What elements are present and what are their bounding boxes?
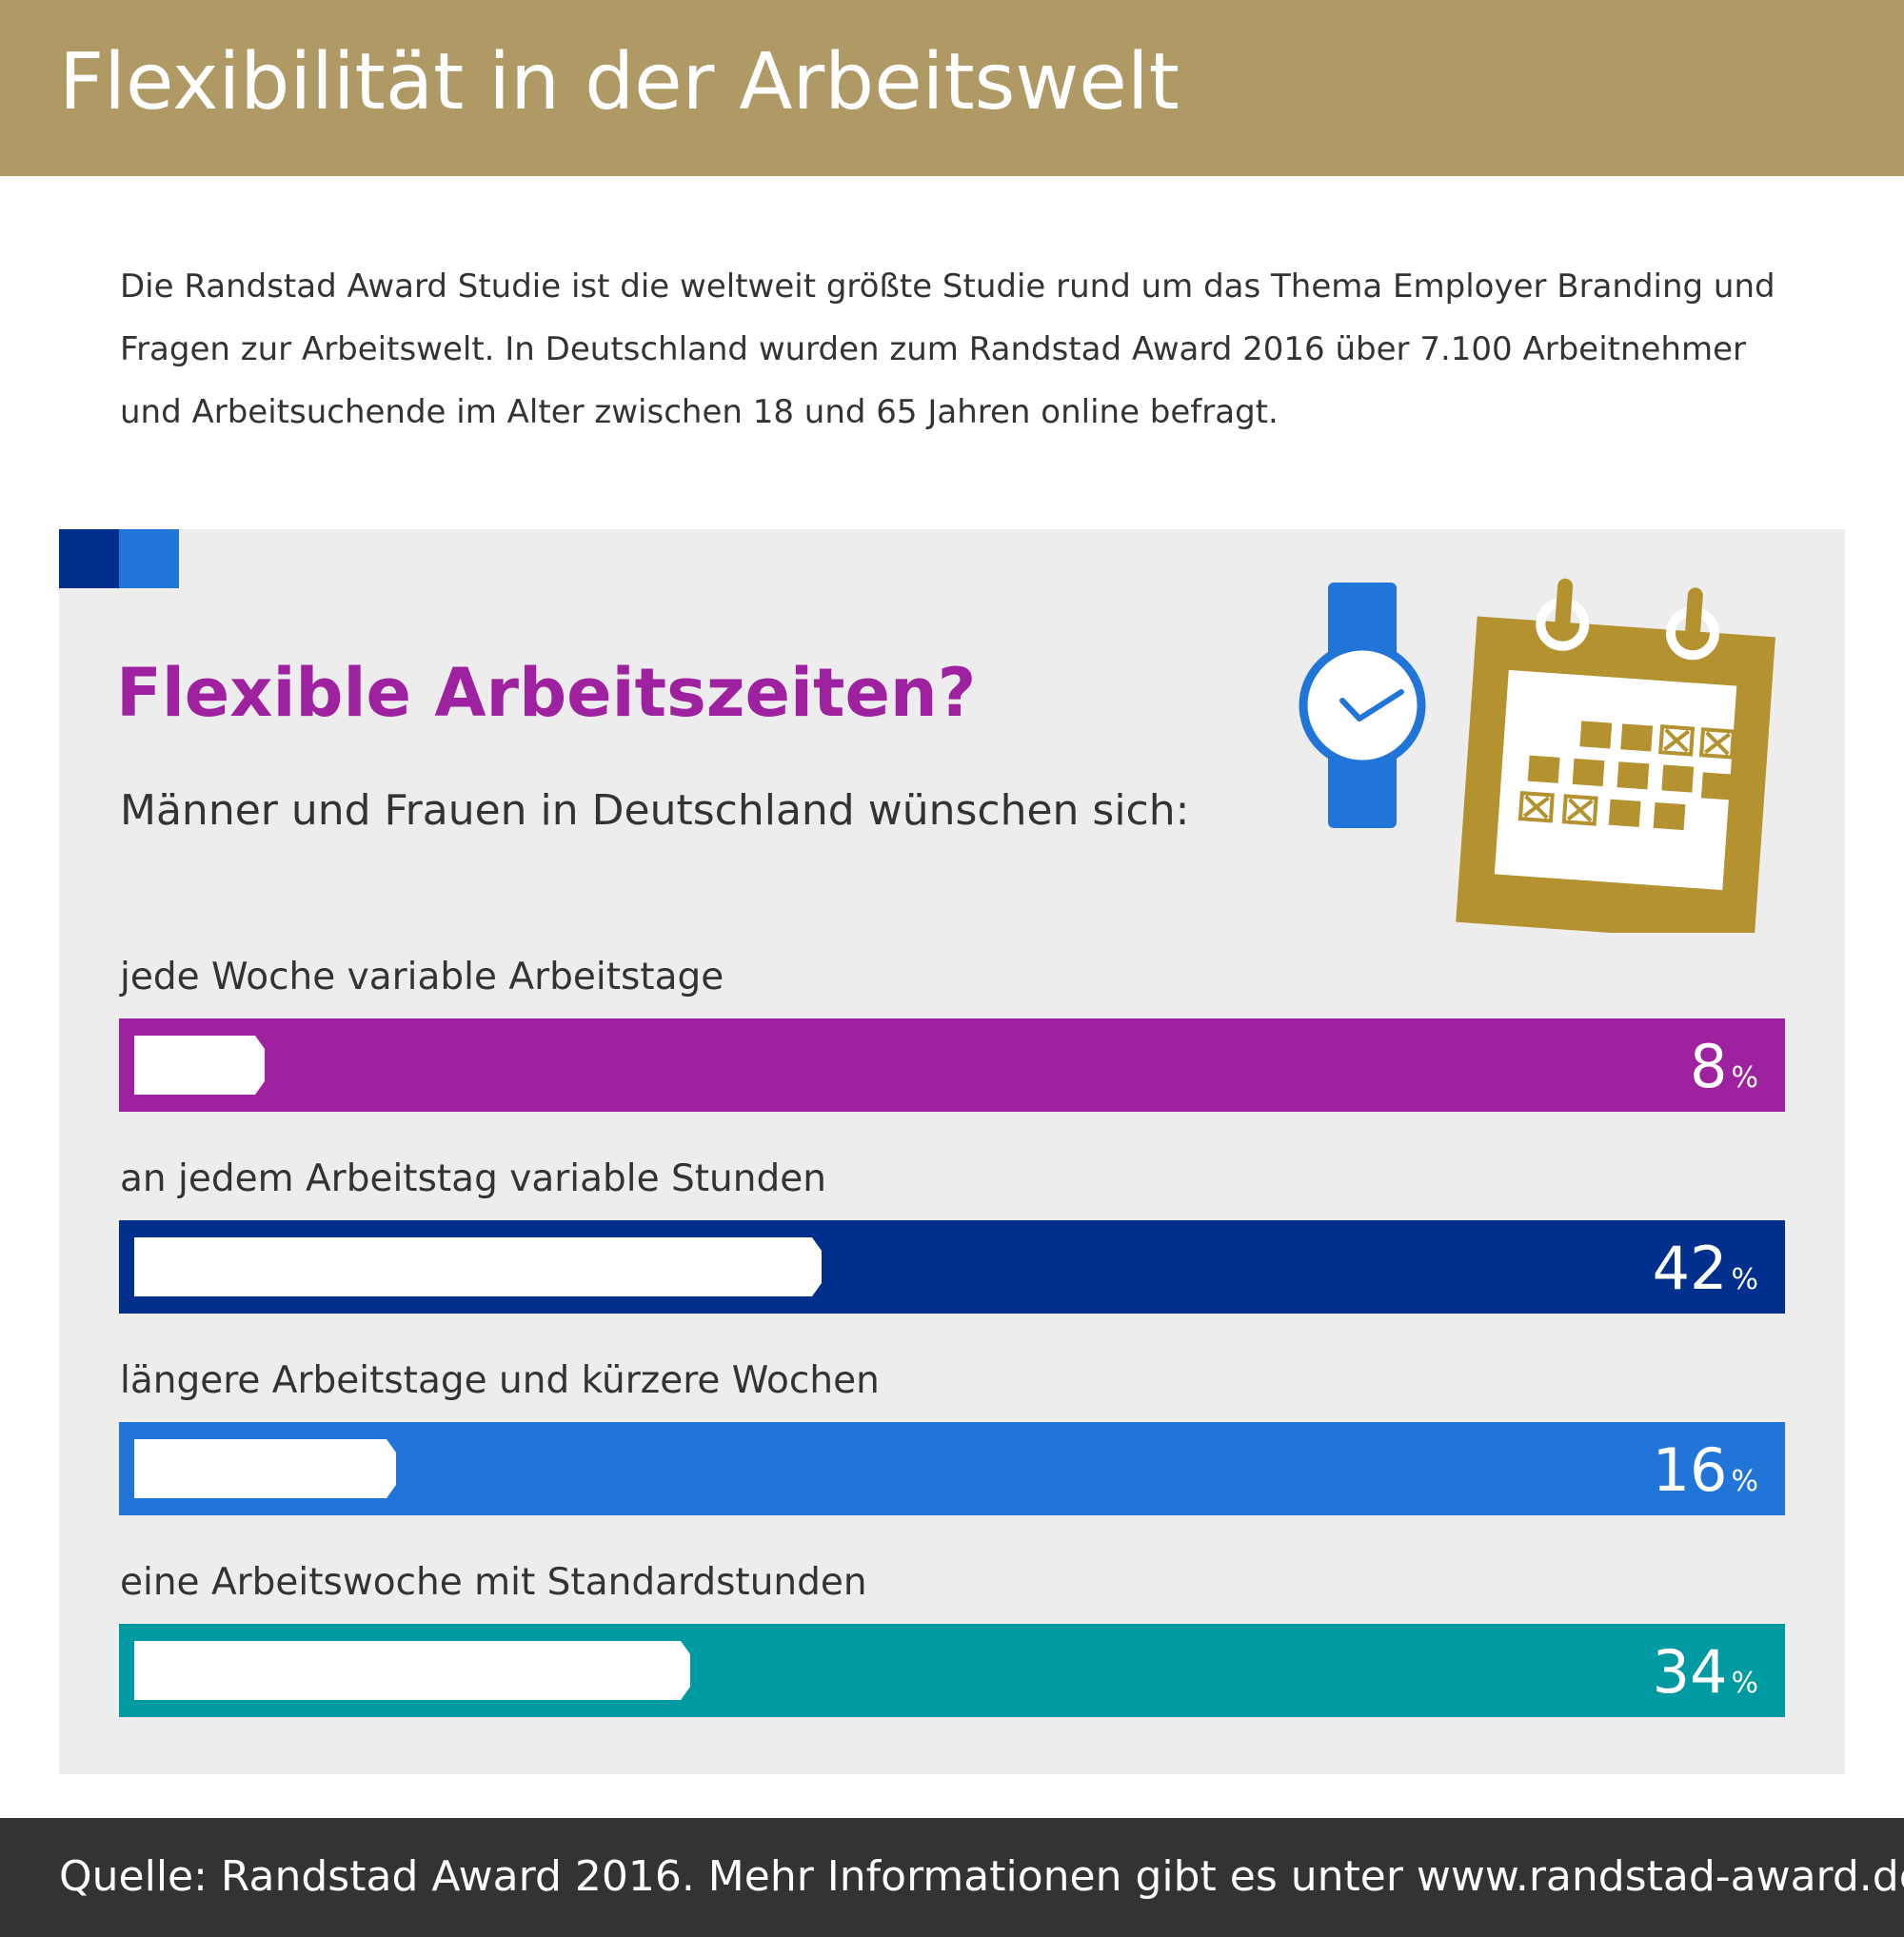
bar-value-unit: % — [1731, 1465, 1758, 1498]
watch-icon — [1299, 583, 1426, 828]
bar-track: 8% — [119, 1018, 1785, 1112]
bar-label: eine Arbeitswoche mit Standardstunden — [120, 1561, 867, 1604]
bar-track: 16% — [119, 1422, 1785, 1515]
bar — [134, 1036, 265, 1095]
source-note: Quelle: Randstad Award 2016. Mehr Inform… — [59, 1852, 1904, 1901]
footer: Quelle: Randstad Award 2016. Mehr Inform… — [0, 1818, 1904, 1937]
bar-track: 34% — [119, 1624, 1785, 1717]
bar-label: längere Arbeitstage und kürzere Wochen — [120, 1359, 880, 1402]
bar — [134, 1237, 822, 1296]
bar-value: 16 — [1652, 1435, 1728, 1505]
bar-value: 8 — [1690, 1032, 1728, 1101]
bar-label: jede Woche variable Arbeitstage — [120, 956, 724, 998]
bar-track: 42% — [119, 1220, 1785, 1314]
bar-value-label: 8% — [1690, 1038, 1758, 1097]
illustration — [1299, 578, 1775, 933]
bar — [134, 1439, 396, 1498]
bar-label: an jedem Arbeitstag variable Stunden — [120, 1157, 826, 1200]
page-title: Flexibilität in der Arbeitswelt — [59, 37, 1180, 128]
panel-tab-light — [119, 529, 179, 588]
bar-value: 34 — [1652, 1637, 1728, 1707]
header-banner: Flexibilität in der Arbeitswelt — [0, 0, 1904, 176]
panel-title: Flexible Arbeitszeiten? — [116, 654, 977, 732]
calendar-icon — [1456, 578, 1775, 933]
bar-value-label: 42% — [1653, 1239, 1758, 1298]
bar-value-label: 16% — [1653, 1441, 1758, 1500]
bar-value-unit: % — [1731, 1263, 1758, 1296]
panel-subtitle: Männer und Frauen in Deutschland wünsche… — [120, 786, 1190, 835]
intro-text: Die Randstad Award Studie ist die weltwe… — [120, 267, 1775, 431]
bar-value-label: 34% — [1653, 1643, 1758, 1702]
bar-value: 42 — [1652, 1234, 1728, 1303]
bar-value-unit: % — [1731, 1061, 1758, 1095]
bar-value-unit: % — [1731, 1667, 1758, 1700]
panel-tab-dark — [59, 529, 119, 588]
bar — [134, 1641, 690, 1700]
